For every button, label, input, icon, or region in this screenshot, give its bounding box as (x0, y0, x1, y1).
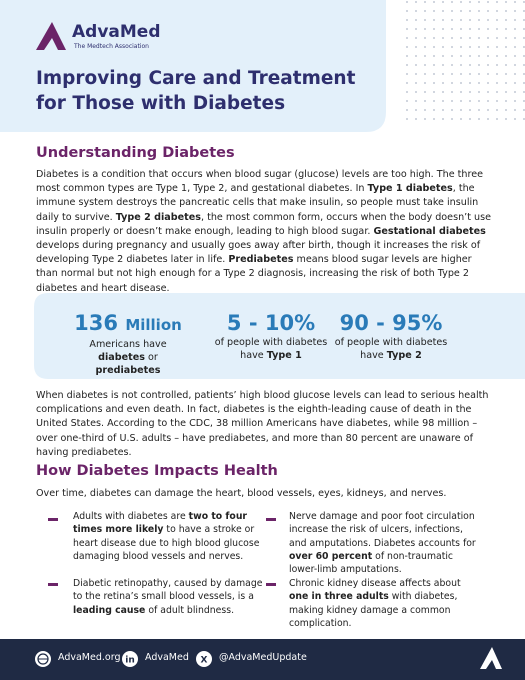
bold-text: diabetes (98, 352, 145, 363)
text: means blood sugar levels are higher than… (36, 254, 472, 294)
section-heading: How Diabetes Impacts Health (36, 463, 278, 479)
bold-text: Type 2 diabetes (115, 211, 201, 223)
text: Adults with diabetes are (73, 511, 189, 522)
text: Nerve damage and poor foot circulation i… (289, 511, 476, 549)
bullet: Adults with diabetes are two to four tim… (73, 510, 265, 563)
intro: Over time, diabetes can damage the heart… (36, 488, 447, 499)
bold-text: Type 1 diabetes (367, 183, 453, 195)
stat: 90 - 95% of people with diabetes have Typ… (316, 310, 466, 362)
stat: 136 Million Americans have diabetes or pre… (53, 310, 203, 377)
text: of non-traumatic lower-limb amputations. (289, 550, 454, 576)
stat-number: 5 - 10% (226, 311, 316, 335)
title: Improving Care and Treatment for Those w… (36, 68, 356, 114)
text: with diabetes, making kidney damage a co… (289, 591, 458, 629)
bullet: Diabetic retinopathy, caused by damage t… (73, 577, 265, 617)
bullet-marker (48, 518, 58, 521)
bold-text: leading cause (73, 604, 146, 616)
bullet-marker (266, 518, 276, 521)
bullet: Chronic kidney disease affects about one… (289, 577, 481, 630)
section-heading: Understanding Diabetes (36, 145, 235, 161)
bold-text: prediabetes (95, 365, 161, 376)
footer-bg: in X (0, 639, 525, 680)
footer-x[interactable]: @AdvaMedUpdate (219, 652, 307, 663)
text: develops during pregnancy and usually go… (36, 240, 481, 266)
bullet-marker (266, 583, 276, 586)
footer-website[interactable]: AdvaMed.org (58, 652, 121, 663)
text: Americans have (89, 339, 167, 350)
text: , the most common form, occurs when the … (36, 211, 491, 237)
text: or (144, 352, 158, 363)
bold-text: one in three adults (289, 591, 389, 603)
logo-name: AdvaMed (72, 22, 161, 42)
stats-bg (34, 293, 525, 379)
svg-text:in: in (125, 656, 135, 666)
text: of people with diabetes have (334, 337, 448, 361)
text: of adult blindness. (145, 604, 235, 616)
bold-text: over 60 percent (289, 550, 373, 562)
bullet: Nerve damage and poor foot circulation i… (289, 510, 481, 576)
paragraph: When diabetes is not controlled, patient… (36, 390, 489, 458)
stat: 5 - 10% of people with diabetes have Type… (196, 310, 346, 362)
bold-text: Type 1 (266, 350, 302, 361)
logo-tagline: The Medtech Association (74, 43, 149, 50)
bold-text: Prediabetes (228, 254, 294, 266)
bold-text: Type 2 (386, 350, 422, 361)
stat-number: 136 (74, 311, 119, 335)
bold-text: two to four times more likely (73, 511, 248, 536)
text: of people with diabetes have (214, 337, 328, 361)
text: Diabetes is a condition that occurs when… (36, 169, 484, 195)
paragraph: Diabetes is a condition that occurs when… (36, 168, 496, 296)
svg-text:X: X (201, 656, 208, 666)
stat-number: 90 - 95% (339, 311, 443, 335)
text: to have a stroke or heart disease due to… (73, 524, 260, 562)
text: Diabetic retinopathy, caused by damage t… (73, 578, 263, 603)
footer-linkedin[interactable]: AdvaMed (145, 652, 189, 663)
header-bg (0, 0, 525, 132)
bold-text: Gestational diabetes (373, 225, 486, 237)
text: , the immune system destroys the pancrea… (36, 183, 479, 223)
bullet-marker (48, 583, 58, 586)
text: Chronic kidney disease affects about (289, 578, 461, 589)
stat-unit: Million (125, 316, 182, 334)
